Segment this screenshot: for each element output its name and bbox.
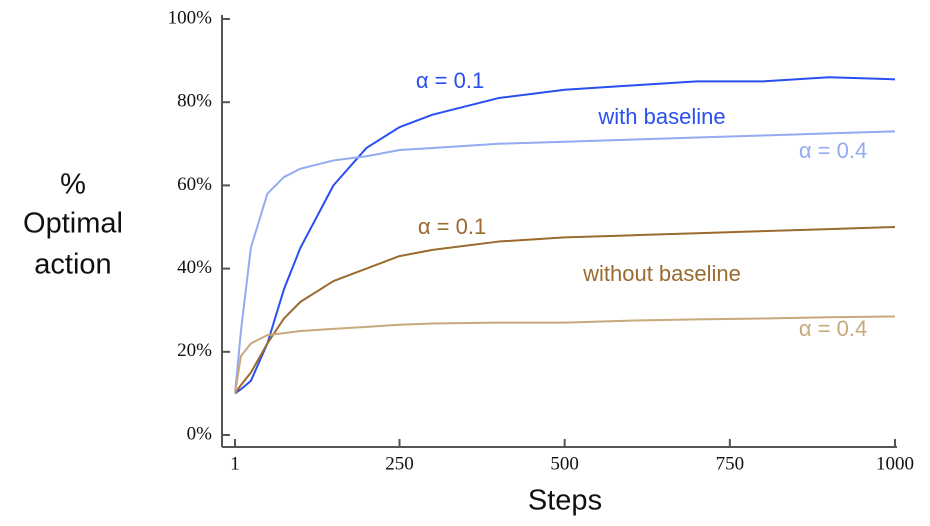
series-line <box>234 315 896 394</box>
y-tick-label: 60% <box>177 174 212 195</box>
annotation: with baseline <box>597 104 725 129</box>
x-tick-label: 500 <box>550 453 579 474</box>
y-tick-label: 100% <box>168 7 213 28</box>
x-tick-label: 1000 <box>876 453 914 474</box>
y-tick-label: 0% <box>187 423 213 444</box>
annotation: α = 0.1 <box>418 214 486 239</box>
y-axis-label: Optimal <box>23 208 123 240</box>
y-axis-label: action <box>34 249 111 281</box>
series-line <box>234 76 896 395</box>
y-tick-label: 80% <box>177 91 212 112</box>
x-tick-label: 1 <box>230 453 240 474</box>
x-tick-label: 750 <box>716 453 745 474</box>
annotation: α = 0.4 <box>799 316 867 341</box>
annotation: without baseline <box>582 261 741 286</box>
annotation: α = 0.1 <box>416 68 484 93</box>
x-tick-label: 250 <box>385 453 414 474</box>
y-axis-label: % <box>60 169 86 201</box>
y-tick-label: 40% <box>177 257 212 278</box>
annotation: α = 0.4 <box>799 138 867 163</box>
series-line <box>234 130 896 394</box>
series-line <box>234 226 896 394</box>
y-tick-label: 20% <box>177 340 212 361</box>
x-axis-label: Steps <box>528 485 602 517</box>
